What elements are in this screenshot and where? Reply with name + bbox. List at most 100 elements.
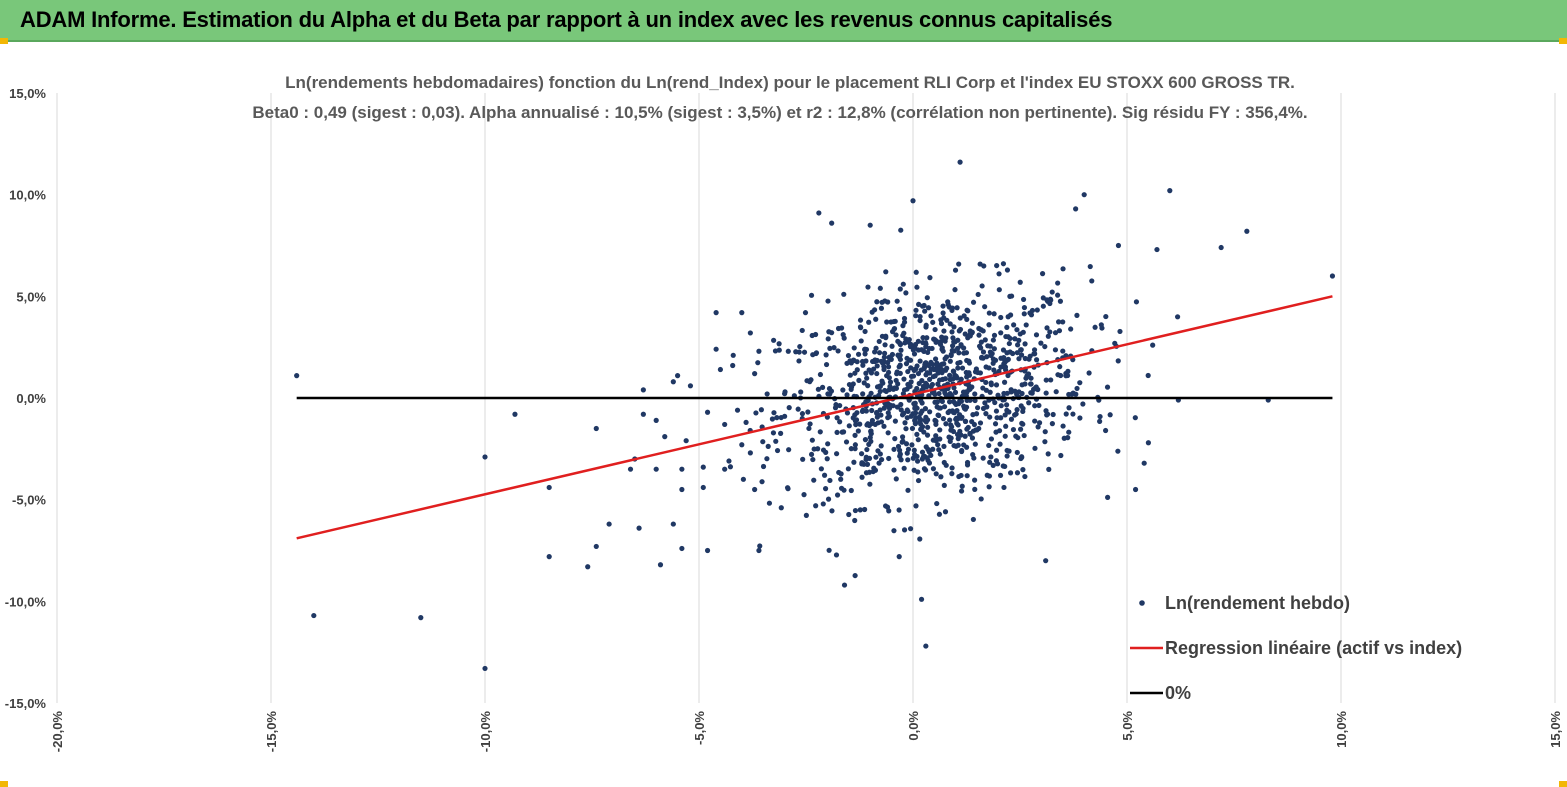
data-point xyxy=(852,507,859,514)
data-point xyxy=(934,436,940,443)
data-point xyxy=(930,437,936,443)
data-point xyxy=(840,429,847,435)
data-point xyxy=(876,338,882,345)
data-point xyxy=(970,516,976,523)
data-point xyxy=(949,347,955,354)
data-point xyxy=(980,455,986,461)
data-point xyxy=(1081,192,1087,198)
data-point xyxy=(808,451,815,458)
data-point xyxy=(950,398,957,405)
data-point xyxy=(948,352,954,359)
data-point xyxy=(774,415,780,421)
data-point xyxy=(1014,449,1020,456)
data-point xyxy=(947,438,953,444)
data-point xyxy=(918,426,924,433)
data-point xyxy=(914,363,920,369)
data-point xyxy=(893,377,899,384)
data-point xyxy=(852,432,858,438)
data-point xyxy=(889,329,896,335)
data-point xyxy=(753,410,759,416)
data-point xyxy=(771,410,777,416)
data-point xyxy=(924,295,930,301)
data-point xyxy=(864,446,870,453)
data-point xyxy=(848,487,854,494)
data-point xyxy=(795,406,801,412)
data-point xyxy=(901,315,908,322)
data-point xyxy=(593,543,599,550)
x-tick-label: -15,0% xyxy=(264,711,279,753)
data-point xyxy=(952,339,958,345)
data-point xyxy=(874,299,880,305)
data-point xyxy=(838,485,845,491)
data-point xyxy=(760,463,767,470)
data-point xyxy=(1115,242,1122,249)
data-point xyxy=(856,377,862,383)
data-point xyxy=(926,449,932,455)
data-point xyxy=(878,358,884,364)
data-point xyxy=(921,365,927,372)
data-point xyxy=(810,456,816,463)
data-point xyxy=(1001,379,1008,385)
data-point xyxy=(859,358,866,365)
data-point xyxy=(1004,267,1011,273)
data-point xyxy=(897,363,903,369)
data-point xyxy=(778,430,784,436)
data-point xyxy=(905,487,911,493)
data-point xyxy=(1000,347,1007,353)
data-point xyxy=(1055,280,1061,286)
data-point xyxy=(877,388,883,395)
data-point xyxy=(1016,356,1022,362)
data-point xyxy=(994,461,1001,467)
data-point xyxy=(1019,390,1025,397)
data-point xyxy=(1032,403,1038,409)
data-point xyxy=(1244,228,1250,234)
data-point xyxy=(913,313,919,319)
data-point xyxy=(855,351,862,357)
data-point xyxy=(675,373,681,379)
data-point xyxy=(1060,319,1066,325)
data-point xyxy=(969,435,976,441)
data-point xyxy=(917,317,923,324)
data-point xyxy=(961,403,967,409)
data-point xyxy=(1063,411,1069,417)
data-point xyxy=(1056,328,1063,334)
data-point xyxy=(863,470,870,476)
data-point xyxy=(998,403,1004,409)
data-point xyxy=(927,409,933,415)
data-point xyxy=(903,426,909,432)
data-point xyxy=(882,342,888,348)
data-point xyxy=(1115,448,1121,454)
data-point xyxy=(1058,452,1064,459)
data-point xyxy=(822,486,829,492)
data-point xyxy=(1026,400,1032,406)
y-tick-label: 5,0% xyxy=(16,289,46,304)
data-point xyxy=(848,446,854,452)
data-point xyxy=(546,554,552,560)
data-point xyxy=(933,418,939,424)
data-point xyxy=(945,301,951,308)
data-point xyxy=(911,447,917,453)
data-point xyxy=(1031,347,1038,353)
data-point xyxy=(857,507,863,513)
data-point xyxy=(914,458,921,464)
data-point xyxy=(845,466,851,472)
data-point xyxy=(978,345,984,351)
data-point xyxy=(976,332,982,338)
data-point xyxy=(862,351,868,357)
data-point xyxy=(896,554,902,560)
data-point xyxy=(885,359,891,366)
data-point xyxy=(956,350,962,356)
data-point xyxy=(844,360,850,366)
data-point xyxy=(937,427,943,433)
data-point xyxy=(975,405,981,411)
data-point xyxy=(1019,382,1025,388)
data-point xyxy=(867,222,873,228)
data-point xyxy=(873,454,879,460)
data-point xyxy=(991,311,997,317)
data-point xyxy=(972,486,978,492)
data-point xyxy=(1040,303,1046,309)
data-point xyxy=(919,456,925,462)
data-point xyxy=(925,305,932,311)
data-point xyxy=(636,525,642,531)
data-point xyxy=(951,368,957,375)
